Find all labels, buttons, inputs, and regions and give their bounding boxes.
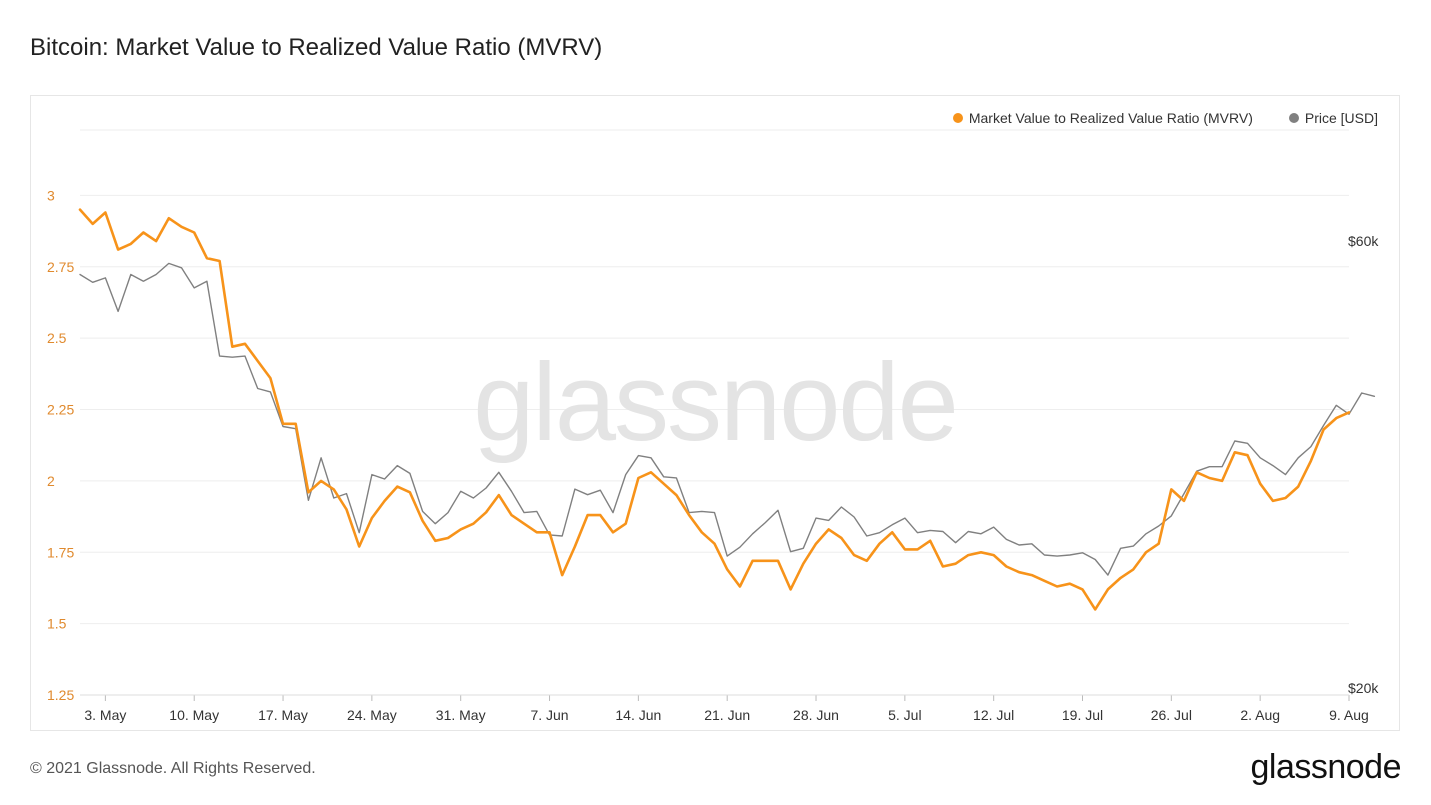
legend-label-mvrv: Market Value to Realized Value Ratio (MV… [968, 110, 1253, 126]
x-axis-tick-label: 17. May [258, 707, 308, 723]
glassnode-logo[interactable]: glassnode [1250, 748, 1401, 786]
copyright-text: © 2021 Glassnode. All Rights Reserved. [30, 760, 316, 777]
x-axis-tick-label: 28. Jun [793, 707, 839, 723]
left-axis-tick-label: 1.25 [47, 687, 74, 703]
x-axis-tick-label: 12. Jul [973, 707, 1014, 723]
right-axis-tick-label: $20k [1348, 680, 1379, 696]
x-axis-tick-label: 10. May [169, 707, 219, 723]
legend-dot-price [1288, 113, 1299, 123]
left-axis-tick-label: 1.5 [47, 616, 67, 632]
x-axis-tick-label: 24. May [347, 707, 397, 723]
chart-panel [30, 95, 1400, 731]
x-axis-tick-label: 2. Aug [1240, 707, 1280, 723]
chart-legend: Market Value to Realized Value Ratio (MV… [952, 110, 1378, 126]
x-axis-tick-label: 21. Jun [704, 707, 750, 723]
left-axis-tick-label: 3 [47, 187, 55, 203]
x-axis-tick-label: 5. Jul [888, 707, 921, 723]
legend-item-price[interactable]: Price [USD] [1288, 110, 1378, 126]
left-axis-tick-label: 1.75 [47, 544, 74, 560]
right-axis-tick-label: $60k [1348, 233, 1379, 249]
x-axis-tick-label: 31. May [436, 707, 486, 723]
legend-dot-mvrv [952, 113, 963, 123]
legend-label-price: Price [USD] [1304, 110, 1378, 126]
mvrv-series-line [78, 208, 1351, 611]
x-axis-tick-label: 7. Jun [530, 707, 568, 723]
x-axis-tick-label: 3. May [84, 707, 126, 723]
left-axis-tick-label: 2.5 [47, 330, 67, 346]
left-axis-tick-label: 2.75 [47, 259, 74, 275]
legend-item-mvrv[interactable]: Market Value to Realized Value Ratio (MV… [952, 110, 1253, 126]
x-axis-tick-label: 9. Aug [1329, 707, 1369, 723]
x-axis-tick-label: 14. Jun [615, 707, 661, 723]
page-title: Bitcoin: Market Value to Realized Value … [30, 34, 603, 61]
x-axis-tick-label: 26. Jul [1151, 707, 1192, 723]
x-axis-tick-label: 19. Jul [1062, 707, 1103, 723]
glassnode-watermark: glassnode [473, 341, 957, 464]
left-axis-tick-label: 2 [47, 473, 55, 489]
left-axis-tick-label: 2.25 [47, 402, 74, 418]
